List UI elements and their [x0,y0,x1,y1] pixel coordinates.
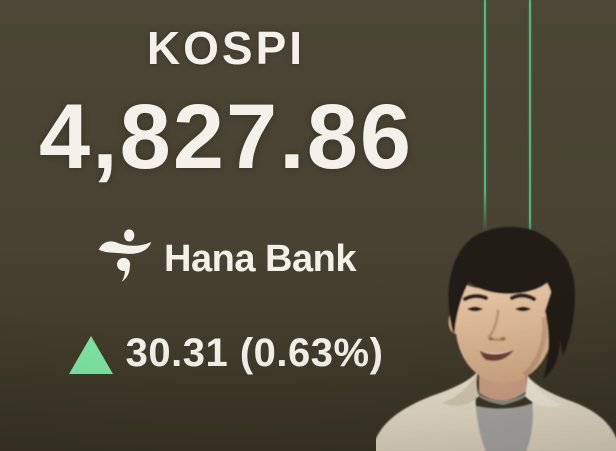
kospi-display-board: KOSPI 4,827.86 Hana Bank 30.31 (0.63%) [0,22,452,376]
led-reflection-line [529,0,531,264]
hana-bank-symbol-icon [98,229,152,282]
person-photo [376,226,616,451]
index-name: KOSPI [146,22,306,74]
bank-branding: Hana Bank [0,227,452,285]
index-change: 30.31 (0.63%) [0,331,452,376]
index-value: 4,827.86 [38,85,414,188]
change-percent: (0.63%) [239,330,384,375]
bank-name: Hana Bank [164,237,356,280]
up-triangle-icon [68,336,113,375]
change-value: 30.31 [125,330,229,375]
led-reflection-line [484,0,486,233]
